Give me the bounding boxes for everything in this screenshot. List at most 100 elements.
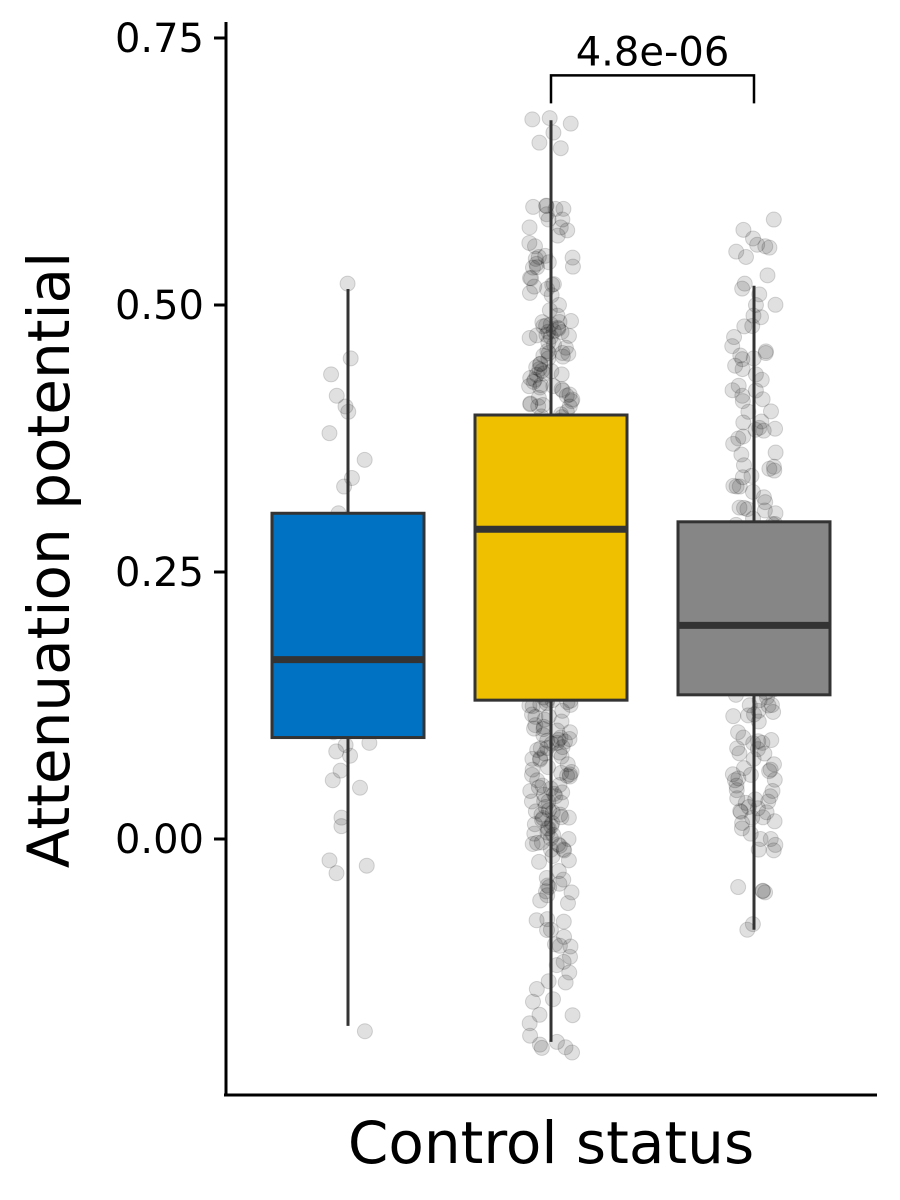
box-2 (473, 413, 629, 702)
data-point (525, 373, 542, 390)
data-point (735, 760, 752, 777)
data-point (529, 834, 546, 851)
data-point (766, 771, 783, 788)
data-point (736, 499, 753, 516)
box-3 (676, 520, 832, 697)
axes (224, 22, 877, 1097)
data-point (747, 382, 764, 399)
data-point (747, 297, 764, 313)
data-point (521, 284, 538, 301)
data-point (762, 761, 779, 778)
data-point (561, 768, 578, 785)
data-point (530, 779, 547, 796)
data-point (554, 211, 571, 228)
data-point (545, 826, 562, 843)
data-point (540, 345, 557, 362)
data-point (727, 357, 744, 374)
significance-bracket (549, 74, 756, 104)
data-point (540, 708, 557, 725)
data-point (736, 275, 753, 292)
data-point (528, 366, 545, 383)
data-point (725, 435, 742, 452)
data-point (561, 731, 578, 748)
data-point (740, 403, 757, 420)
data-point (751, 419, 768, 436)
data-point (731, 478, 748, 495)
data-point (729, 740, 746, 757)
data-point (725, 708, 742, 725)
data-point (328, 865, 345, 882)
data-point (533, 806, 550, 823)
data-point (765, 842, 782, 859)
data-point (734, 814, 751, 831)
data-point (728, 782, 745, 799)
data-point (524, 766, 541, 783)
data-point (735, 428, 752, 445)
data-point (735, 457, 752, 474)
data-point (762, 831, 779, 847)
data-point (324, 772, 341, 789)
data-point (533, 1039, 550, 1056)
data-point (529, 741, 546, 758)
data-point (560, 852, 577, 869)
data-point (540, 820, 557, 837)
data-point (761, 763, 778, 780)
data-point (553, 809, 570, 826)
significance-brackets: 4.8e-06 (549, 29, 756, 104)
data-point (559, 767, 576, 784)
data-point (526, 825, 543, 842)
data-point (729, 790, 746, 807)
data-point (756, 502, 773, 519)
data-point (521, 234, 538, 251)
data-point (762, 788, 779, 805)
data-point (554, 739, 571, 756)
data-point (552, 219, 569, 236)
data-point (528, 981, 545, 998)
data-point (323, 366, 340, 383)
data-point (732, 803, 749, 820)
data-point (527, 717, 544, 734)
data-point (757, 494, 774, 511)
data-point (530, 389, 547, 406)
data-point (556, 928, 573, 945)
data-point (537, 247, 554, 264)
box-group-1 (270, 288, 426, 1026)
data-point (522, 370, 539, 387)
data-point (531, 379, 548, 396)
data-point (728, 243, 745, 260)
box-group-3 (676, 285, 832, 930)
data-point (522, 269, 539, 286)
data-point (563, 884, 580, 901)
data-point (760, 793, 777, 810)
data-point (730, 377, 747, 394)
data-point (766, 462, 783, 479)
data-point (726, 772, 743, 789)
data-point (767, 444, 784, 461)
data-point (728, 478, 745, 495)
data-point (560, 345, 577, 362)
data-point (531, 1006, 548, 1023)
data-point (554, 702, 571, 719)
data-point (531, 361, 548, 378)
data-point (555, 841, 572, 858)
data-point (557, 974, 574, 991)
data-point (558, 387, 575, 404)
y-tick-label: 0.25 (115, 550, 204, 596)
data-point (523, 270, 540, 287)
y-axis-title: Attenuation potential (15, 252, 83, 868)
data-point (763, 732, 780, 749)
data-point (521, 378, 538, 395)
y-tick-label: 0.50 (115, 283, 204, 329)
data-point (744, 318, 761, 335)
data-point (526, 371, 543, 388)
data-point (561, 724, 578, 741)
data-point (744, 809, 761, 826)
box-group-2 (473, 120, 629, 1042)
data-point (734, 351, 751, 368)
data-point (559, 222, 576, 239)
data-point (553, 764, 570, 781)
data-point (560, 809, 577, 826)
p-value-label: 4.8e-06 (576, 29, 730, 75)
data-point (524, 993, 541, 1010)
data-point (552, 140, 569, 157)
